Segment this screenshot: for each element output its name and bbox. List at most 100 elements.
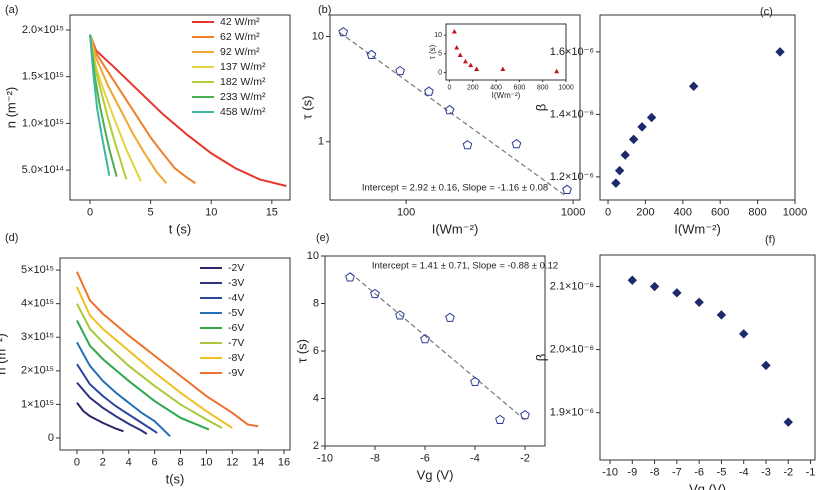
plot-frame <box>329 14 581 201</box>
x-axis-label: t(s) <box>166 471 185 486</box>
data-point <box>366 49 377 59</box>
y-tick-label: 1.6×10⁻⁶ <box>550 46 594 58</box>
y-tick-label: 4×10¹⁵ <box>21 298 54 310</box>
y-tick-label: 0 <box>438 69 442 76</box>
y-tick-label: 1.2×10⁻⁶ <box>550 171 594 183</box>
y-tick-label: 1×10¹⁵ <box>21 398 54 410</box>
inset-y-label: τ (s) <box>428 44 437 59</box>
data-line <box>89 34 111 176</box>
x-tick-label: -8 <box>370 453 380 465</box>
x-tick-label: -10 <box>602 467 618 479</box>
legend-label: -4V <box>228 292 244 304</box>
inset-point <box>554 68 560 74</box>
plot-frame <box>599 14 796 201</box>
legend-label: -2V <box>228 262 244 274</box>
x-tick-label: 100 <box>397 207 415 219</box>
data-line <box>76 363 158 434</box>
x-tick-label: -4 <box>739 467 749 479</box>
inset-point <box>500 66 506 71</box>
inset-point <box>462 58 468 64</box>
x-tick-label: 0 <box>605 207 611 219</box>
y-tick-label: 8 <box>313 297 319 309</box>
y-tick-label: 1.0×10¹⁵ <box>22 117 64 129</box>
x-tick-label: 15 <box>266 207 278 219</box>
plot-frame <box>69 14 291 201</box>
data-point <box>688 81 699 91</box>
x-axis-label: I(Wm⁻²) <box>432 221 479 236</box>
x-tick-label: -6 <box>420 453 430 465</box>
data-point <box>444 104 455 115</box>
panel-label: (a) <box>5 4 18 16</box>
fit-line <box>339 32 568 198</box>
x-tick-label: 0 <box>87 207 93 219</box>
data-point <box>511 139 522 149</box>
data-line <box>76 286 233 429</box>
x-tick-label: 0 <box>74 457 80 469</box>
plot-frame <box>445 23 567 81</box>
y-tick-label: 10 <box>307 250 319 262</box>
legend-label: -6V <box>228 322 244 334</box>
x-tick-label: -10 <box>317 453 333 465</box>
x-tick-label: 0 <box>448 84 452 91</box>
x-tick-label: -9 <box>627 467 637 479</box>
inset-x-label: I(Wm⁻²) <box>492 91 521 100</box>
x-tick-label: 12 <box>226 457 238 469</box>
data-line <box>89 34 118 177</box>
y-tick-label: 10 <box>434 32 442 39</box>
y-axis-label: τ (s) <box>299 96 314 120</box>
x-tick-label: 200 <box>636 207 654 219</box>
data-point <box>345 272 355 282</box>
x-tick-label: 400 <box>674 207 692 219</box>
data-line <box>89 34 197 185</box>
x-tick-label: 16 <box>278 457 290 469</box>
inset-point <box>457 52 463 57</box>
legend-label: -9V <box>228 367 244 379</box>
inset-point <box>454 45 460 50</box>
y-tick-label: 1.9×10⁻⁶ <box>550 407 594 419</box>
x-tick-label: 10 <box>200 457 212 469</box>
x-tick-label: -5 <box>717 467 727 479</box>
y-tick-label: 1.5×10¹⁵ <box>22 71 64 83</box>
x-tick-label: 6 <box>152 457 158 469</box>
x-axis-label: Vg (V) <box>689 481 726 490</box>
x-tick-label: 1000 <box>558 84 574 91</box>
inset-point <box>451 28 457 34</box>
data-point <box>495 414 505 425</box>
x-tick-label: 800 <box>748 207 766 219</box>
legend-label: 137 W/m² <box>220 61 266 73</box>
plot-frame <box>599 254 816 461</box>
x-tick-label: 600 <box>711 207 729 219</box>
y-axis-label: n (m⁻²) <box>3 87 18 129</box>
data-point <box>470 376 480 387</box>
y-tick-label: 2.0×10¹⁵ <box>22 24 64 36</box>
y-tick-label: 1 <box>318 136 324 148</box>
panel-label: (d) <box>5 232 18 244</box>
data-point <box>611 178 621 188</box>
data-point <box>628 134 639 145</box>
panel-label: (f) <box>765 234 775 246</box>
y-axis-label: β <box>533 354 548 361</box>
data-line <box>76 402 124 433</box>
x-axis-label: t (s) <box>169 221 191 236</box>
data-point <box>649 281 660 292</box>
data-point <box>738 329 749 339</box>
x-tick-label: -1 <box>806 467 816 479</box>
data-point <box>420 334 430 344</box>
x-tick-label: 10 <box>205 207 217 219</box>
y-axis-label: β <box>533 104 548 111</box>
legend-label: 458 W/m² <box>220 106 266 118</box>
y-tick-label: 3×10¹⁵ <box>21 331 54 343</box>
data-point <box>694 297 704 308</box>
x-tick-label: 800 <box>537 84 549 91</box>
y-tick-label: 5.0×10¹⁴ <box>22 164 65 176</box>
data-line <box>76 303 223 429</box>
x-tick-label: 1000 <box>561 207 585 219</box>
y-tick-label: 0 <box>48 432 54 444</box>
y-tick-label: 2.1×10⁻⁶ <box>550 280 594 292</box>
inset-point <box>468 62 474 68</box>
x-tick-label: 5 <box>148 207 154 219</box>
y-tick-label: 2 <box>313 440 319 452</box>
data-point <box>775 47 785 57</box>
